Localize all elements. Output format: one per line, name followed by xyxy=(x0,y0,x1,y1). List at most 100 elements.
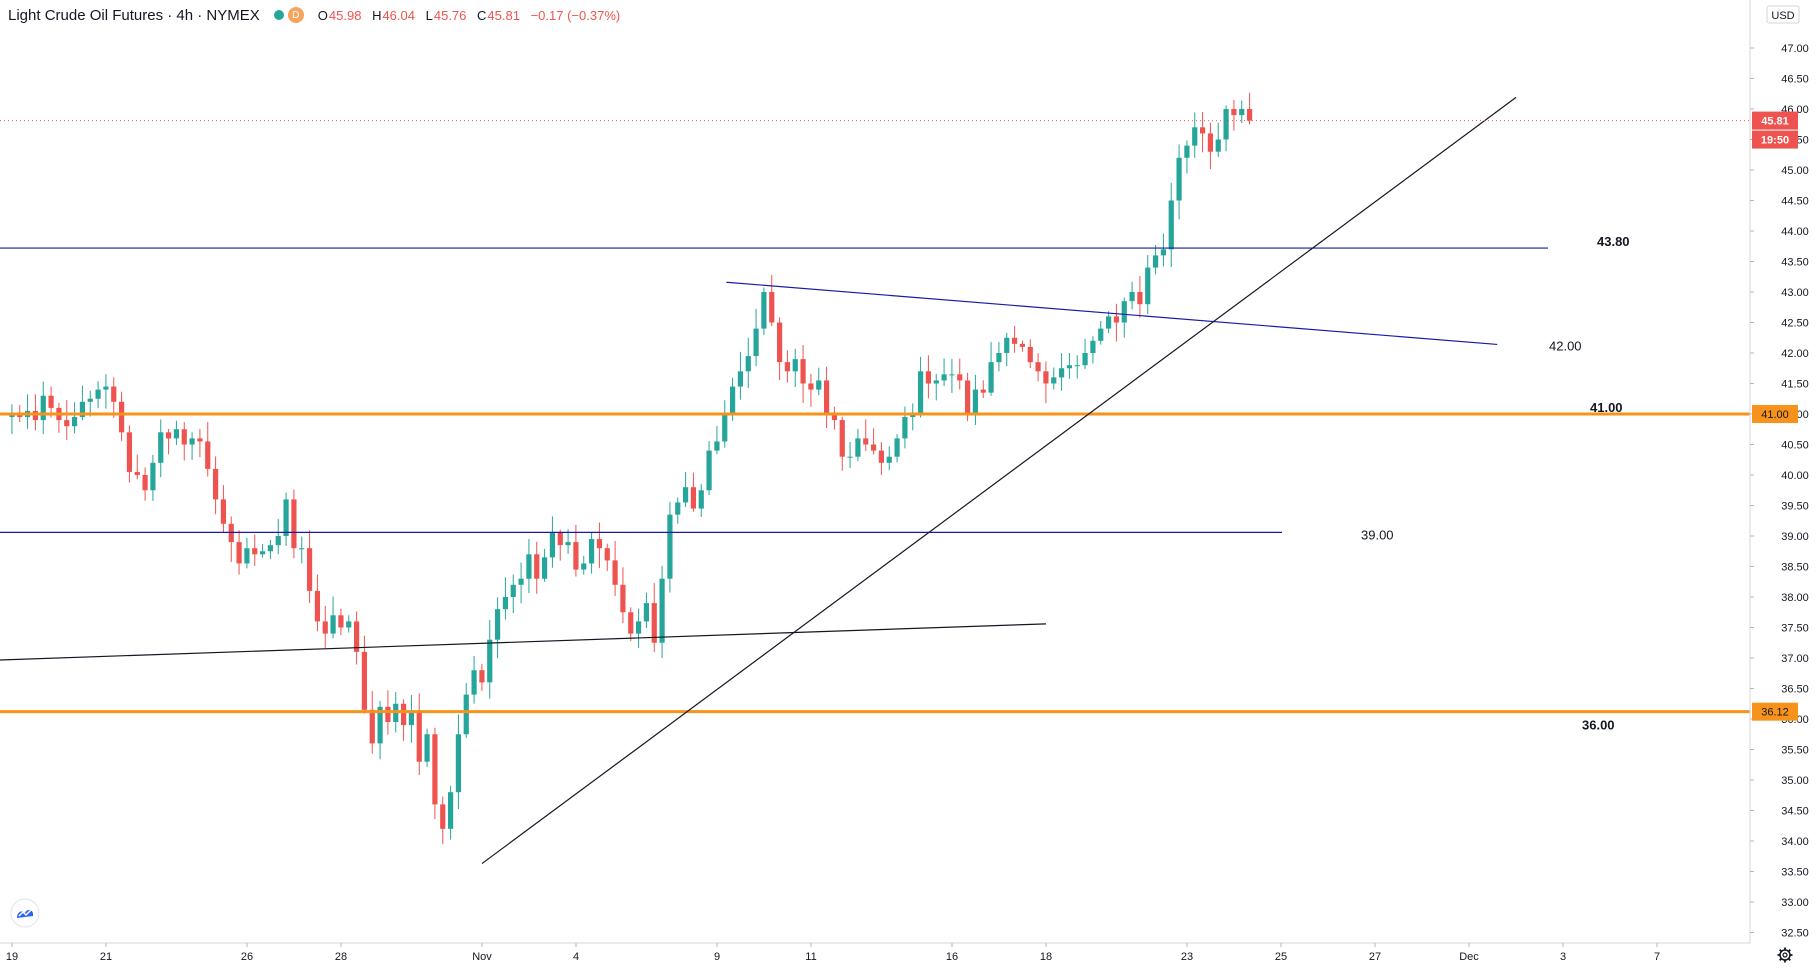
trendline-ascending xyxy=(481,96,1517,865)
candle xyxy=(1160,233,1167,267)
candle xyxy=(369,691,375,754)
y-tick-label: 45.00 xyxy=(1781,165,1809,177)
candle xyxy=(236,530,242,575)
candle-body xyxy=(651,603,657,643)
candle-body xyxy=(949,374,955,376)
level-label-41.00: 41.00 xyxy=(1590,400,1623,415)
open-label: O xyxy=(317,7,328,23)
gear-tooth xyxy=(1787,949,1791,953)
delayed-data-badge[interactable]: D xyxy=(287,7,304,23)
candle-body xyxy=(173,429,180,439)
y-tick-label: 34.50 xyxy=(1781,806,1809,818)
candle-body xyxy=(181,429,187,445)
candle-body xyxy=(792,359,798,372)
candle-body xyxy=(346,621,352,628)
candle xyxy=(40,381,46,435)
candle-body xyxy=(526,554,532,579)
symbol-title[interactable]: Light Crude Oil Futures · 4h · NYMEX xyxy=(8,6,260,24)
candle-body xyxy=(306,548,313,591)
candle-body xyxy=(1239,109,1245,116)
candle xyxy=(1223,105,1229,152)
candle xyxy=(878,442,885,476)
candle-body xyxy=(690,487,697,509)
y-tick-label: 42.50 xyxy=(1781,318,1809,330)
candle-body xyxy=(565,542,571,546)
y-tick-label: 38.50 xyxy=(1781,562,1809,574)
trendline-descending xyxy=(726,281,1498,346)
candle-body xyxy=(1121,301,1127,323)
candle xyxy=(314,574,321,632)
candle-body xyxy=(823,380,830,414)
candle xyxy=(228,516,234,563)
candle xyxy=(1090,336,1096,364)
x-tick-label: Dec xyxy=(1459,951,1479,963)
candle-body xyxy=(236,542,242,564)
candle-body xyxy=(87,398,93,402)
candle xyxy=(244,537,250,569)
candle-body xyxy=(212,468,219,500)
candle xyxy=(259,543,266,558)
candle-body xyxy=(189,438,195,445)
candle xyxy=(651,583,657,652)
candle xyxy=(189,432,195,460)
candle-body xyxy=(800,359,806,384)
candle xyxy=(980,380,986,399)
candle xyxy=(1058,353,1065,391)
x-tick-label: 3 xyxy=(1560,951,1566,963)
y-tick-label: 39.50 xyxy=(1781,501,1809,513)
time-axis-bg xyxy=(0,943,1818,967)
currency-text[interactable]: USD xyxy=(1771,10,1794,22)
candle xyxy=(118,391,125,441)
x-tick-label: 21 xyxy=(100,951,112,963)
candle xyxy=(722,400,728,448)
candle-body xyxy=(9,414,15,418)
gear-icon[interactable] xyxy=(1777,947,1793,963)
chart-logo-icon xyxy=(10,898,40,928)
candle-body xyxy=(158,432,164,463)
candle-body xyxy=(996,353,1002,363)
trendline-label-descending: 42.00 xyxy=(1549,338,1582,353)
candle-body xyxy=(1152,255,1159,268)
candle xyxy=(1207,122,1214,169)
level-label-39.00: 39.00 xyxy=(1361,527,1394,542)
candle xyxy=(526,539,532,594)
candle xyxy=(479,663,485,691)
countdown-tag-bg xyxy=(1752,130,1798,149)
candle xyxy=(432,727,438,820)
candle-body xyxy=(479,670,485,683)
candle xyxy=(784,350,791,383)
candle-body xyxy=(1098,328,1104,341)
candle-body xyxy=(612,560,618,585)
candle-body xyxy=(964,380,971,414)
candle xyxy=(502,577,509,620)
candle-body xyxy=(1215,139,1221,152)
countdown-tag-text: 19:50 xyxy=(1761,135,1789,147)
candle xyxy=(9,404,15,435)
x-tick-label: 25 xyxy=(1275,951,1287,963)
candle xyxy=(1246,92,1253,125)
candle-body xyxy=(816,380,822,390)
candle-body xyxy=(1035,362,1041,372)
candle-body xyxy=(361,651,368,710)
candle xyxy=(1231,99,1237,131)
candle-body xyxy=(1105,316,1112,329)
candle xyxy=(808,373,814,407)
candle xyxy=(103,374,109,409)
candle xyxy=(1239,100,1245,124)
low-label: L xyxy=(425,7,433,23)
candle xyxy=(949,358,955,393)
candle-body xyxy=(1019,343,1026,347)
candle xyxy=(831,406,838,430)
candle xyxy=(996,341,1002,372)
candle-body xyxy=(1027,346,1033,363)
high-value: 46.04 xyxy=(382,7,415,23)
candle-body xyxy=(808,383,814,390)
candle xyxy=(581,555,587,575)
candle xyxy=(659,565,665,658)
status-indicators: D xyxy=(273,7,304,23)
candle-body xyxy=(338,615,344,628)
candle xyxy=(534,541,540,594)
candle xyxy=(267,539,274,559)
